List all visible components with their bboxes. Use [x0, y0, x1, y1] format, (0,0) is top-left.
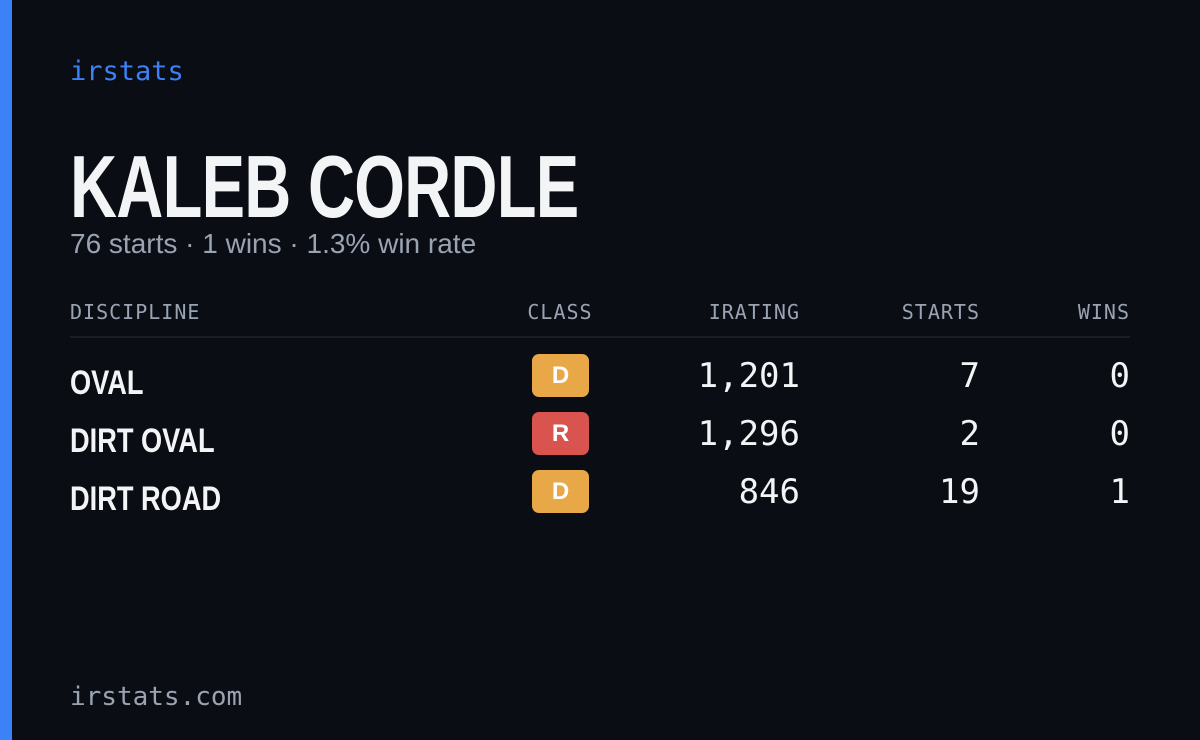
- stat-value: 2: [959, 414, 980, 454]
- stat-value: 7: [959, 356, 980, 396]
- stat-value: 0: [1109, 414, 1130, 454]
- stat-value: 0: [1109, 356, 1130, 396]
- discipline: DIRT ROAD: [70, 480, 222, 518]
- header-rule: [70, 336, 1130, 338]
- driver-name: KALEB CORDLE: [70, 137, 579, 236]
- stat-value: 19: [939, 472, 980, 512]
- discipline: OVAL: [70, 364, 144, 402]
- class-badge: R: [532, 412, 589, 455]
- summary: 76 starts · 1 wins · 1.3% win rate: [70, 228, 477, 259]
- class-badge: D: [532, 354, 589, 397]
- stat-value: 846: [738, 472, 800, 512]
- stat-value: 1,296: [697, 414, 800, 454]
- column-header: DISCIPLINE: [70, 300, 201, 324]
- column-header: STARTS: [901, 300, 980, 324]
- accent-bar: [0, 0, 12, 740]
- class-badge: D: [532, 470, 589, 513]
- footer: irstats.com: [70, 682, 243, 712]
- brand: irstats: [70, 56, 184, 87]
- stat-value: 1: [1109, 472, 1130, 512]
- column-header: IRATING: [708, 300, 800, 324]
- stat-value: 1,201: [697, 356, 800, 396]
- discipline: DIRT OVAL: [70, 422, 215, 460]
- column-header: CLASS: [527, 300, 593, 324]
- column-header: WINS: [1077, 300, 1130, 324]
